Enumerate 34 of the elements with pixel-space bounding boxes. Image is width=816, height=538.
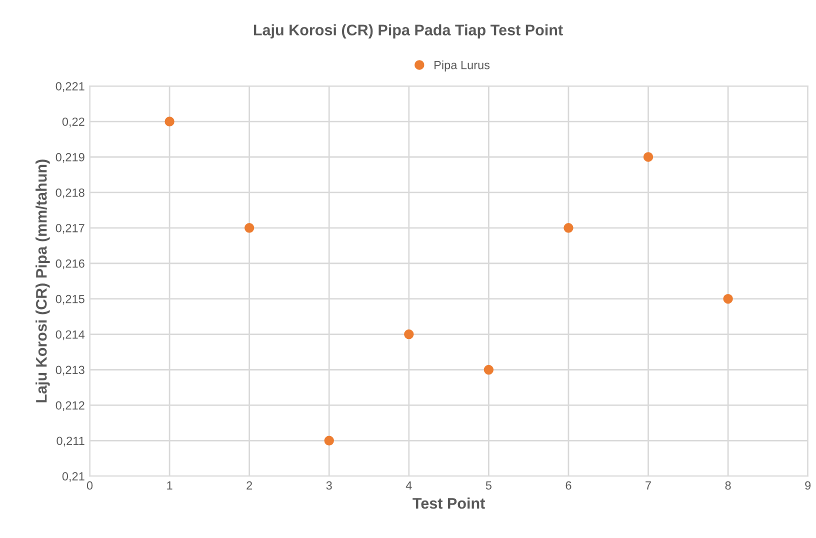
point [244, 223, 254, 233]
x-axis-title: Test Point [412, 498, 485, 509]
x-tick-label: 4 [406, 481, 412, 490]
y-tick-label: 0,22 [62, 118, 84, 128]
x-tick-label: 6 [566, 481, 572, 490]
y-tick-label: 0,212 [56, 401, 84, 411]
point [484, 364, 494, 375]
y-tick-label: 0,211 [56, 436, 84, 446]
point [643, 152, 654, 162]
y-tick-label: 0,213 [56, 366, 84, 376]
point [564, 223, 574, 233]
y-tick-label: 0,217 [56, 224, 84, 234]
x-tick-label: 8 [725, 481, 731, 490]
point [404, 329, 414, 340]
y-axis-title: Laju Korosi (CR) Pipa (mm/tahun) [36, 160, 50, 402]
y-tick-label: 0,221 [56, 82, 84, 92]
y-tick-label: 0,21 [62, 472, 84, 482]
point [324, 436, 334, 446]
y-tick-label: 0,216 [56, 259, 84, 270]
legend-label: Pipa Lurus [434, 60, 490, 72]
x-tick-label: 7 [646, 481, 651, 490]
x-tick-label: 3 [326, 481, 332, 490]
x-tick-label: 9 [805, 481, 811, 490]
x-tick-label: 5 [486, 481, 492, 490]
y-tick-label: 0,218 [56, 188, 84, 198]
y-tick-label: 0,219 [56, 153, 84, 163]
y-tick-label: 0,214 [56, 330, 85, 340]
chart-title: Laju Korosi (CR) Pipa Pada Tiap Test Point [254, 24, 563, 38]
y-tick-label: 0,215 [56, 294, 84, 305]
point [164, 116, 174, 126]
x-tick-label: 1 [167, 481, 172, 490]
point [723, 294, 733, 304]
x-tick-label: 2 [246, 481, 252, 490]
x-tick-label: 0 [86, 481, 93, 490]
